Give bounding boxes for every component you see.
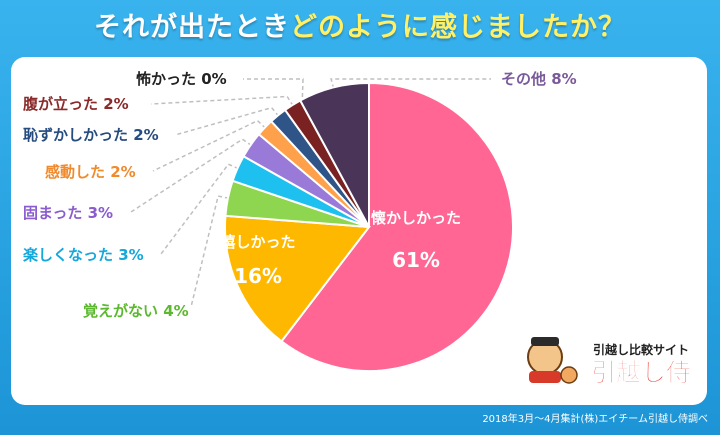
pie-chart: 懐かしかった 61% 嬉しかった 16% 覚えがない 4% 楽しくなった 3% 固まった 3… (23, 70, 691, 387)
title-part2: どのように感じましたか？ (290, 12, 626, 43)
logo-tagline: 引越し比較サイト (593, 342, 689, 357)
slice-label-name: 懐かしかった (371, 209, 461, 227)
slice-label: 固まった 3% (23, 204, 113, 222)
leader-line (174, 106, 284, 136)
leader-line (190, 195, 236, 308)
chart-panel: 懐かしかった 61% 嬉しかった 16% 覚えがない 4% 楽しくなった 3% 固まった 3… (11, 57, 707, 405)
slice-labels: 懐かしかった 61% 嬉しかった 16% 覚えがない 4% 楽しくなった 3% 固まった 3… (23, 70, 577, 320)
source-note: 2018年3月～4月集計(株)エイチーム引越し侍調べ (482, 414, 708, 425)
slice-label: 楽しくなった 3% (23, 246, 144, 264)
leader-line (160, 163, 246, 255)
cat-icon (560, 366, 578, 384)
leader-line (243, 78, 304, 105)
samurai-body-icon (529, 371, 561, 383)
pie-slice (224, 214, 371, 343)
slice-label-value: 61% (392, 248, 440, 272)
pie-slice (298, 81, 370, 228)
pie-slices (224, 81, 514, 372)
title-part1: それが出たとき (94, 12, 290, 43)
slice-label: その他 8% (501, 70, 577, 88)
pie-slice (280, 81, 514, 372)
slice-label-value: 16% (234, 264, 282, 288)
logo: 引越し比較サイト 引越し侍 (527, 337, 691, 387)
logo-name: 引越し侍 (591, 358, 691, 387)
leader-line (152, 119, 272, 172)
slice-label: 怖かった 0% (136, 70, 227, 88)
samurai-hair-icon (531, 337, 559, 346)
leader-line (150, 95, 298, 113)
slice-label: 腹が立った 2% (23, 95, 129, 113)
page-title: それが出たときどのように感じましたか？ (0, 6, 720, 50)
leader-line (330, 78, 491, 96)
slice-label: 感動した 2% (45, 163, 136, 181)
slice-label: 覚えがない 4% (83, 302, 189, 320)
slice-label: 恥ずかしかった 2% (23, 126, 159, 144)
slice-label-name: 嬉しかった (219, 233, 295, 251)
